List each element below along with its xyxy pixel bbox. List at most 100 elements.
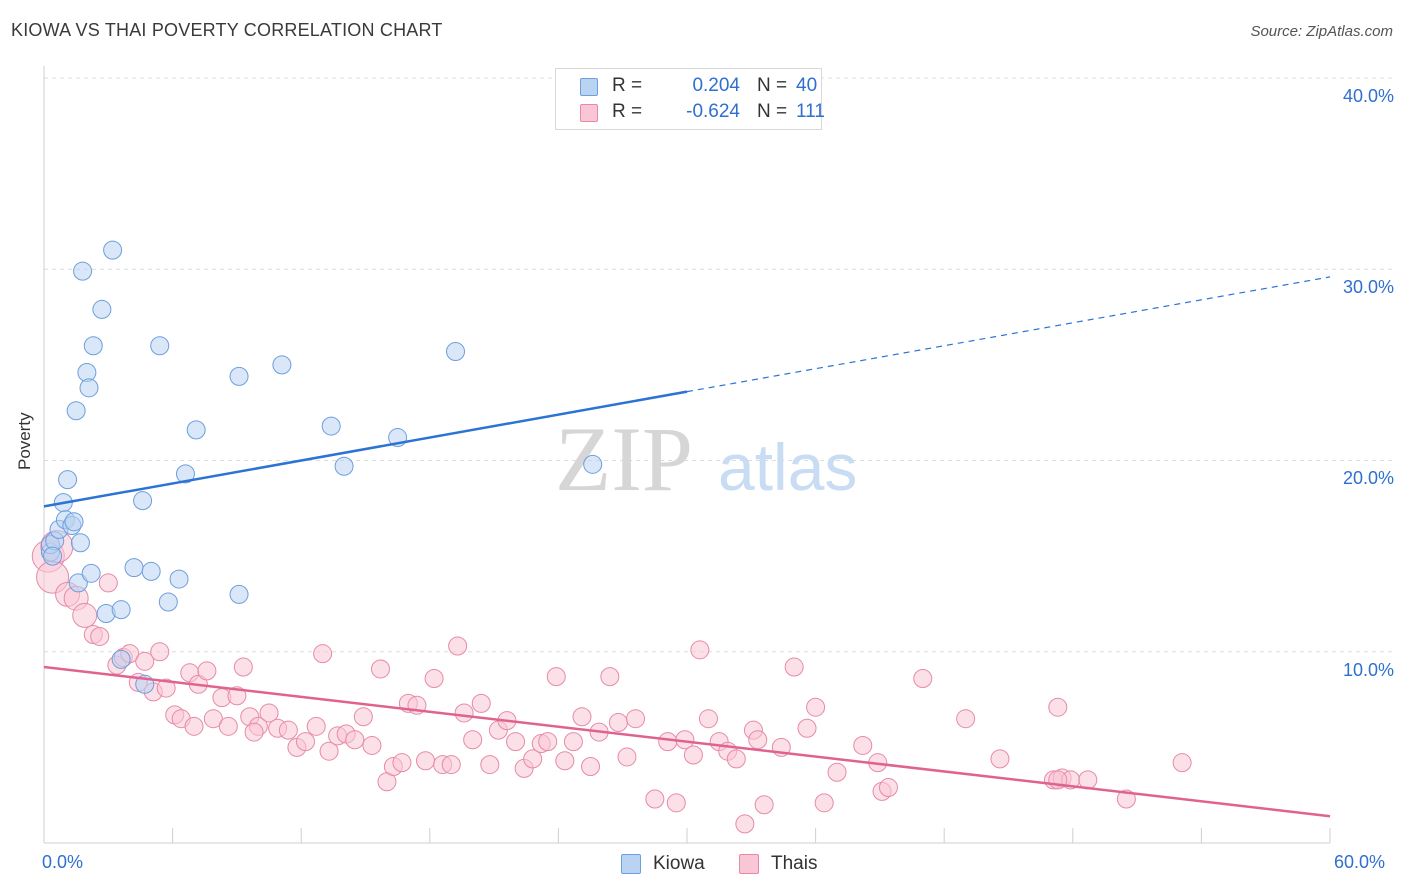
kiowa-point [79,378,99,398]
kiowa-point [43,546,63,566]
kiowa-point [66,401,86,421]
thais-point [563,732,583,752]
axes [43,66,1331,844]
kiowa-point [150,336,170,356]
thais-points [31,530,1192,834]
trend-lines [43,276,1331,818]
thais-point [555,751,575,771]
thais-point [259,703,279,723]
watermark-atlas: atlas [718,430,857,504]
thais-point [448,636,468,656]
thais-point [218,716,238,736]
kiowa-point [321,416,341,436]
thais-point [784,657,804,677]
kiowa-point [124,558,144,578]
kiowa-point [583,454,603,474]
source-credit: Source: ZipAtlas.com [1250,23,1393,40]
kiowa-point [229,584,249,604]
thais-point [233,657,253,677]
thais-point [353,707,373,727]
r-value: -0.624 [686,101,740,122]
thais-point [683,745,703,765]
kiowa-point [158,592,178,612]
thais-point [814,793,834,813]
thais-point [244,722,264,742]
thais-point [184,716,204,736]
r-label: R = [612,75,643,96]
thais-point [197,661,217,681]
thais-point [345,730,365,750]
y-tick-20: 20.0% [1342,468,1394,488]
correlation-legend: R = 0.204 N = 40 R = -0.624 N = 111 [555,68,825,130]
kiowa-trend-extension [686,276,1331,393]
thais-point [754,795,774,815]
x-tick-min: 0.0% [42,852,84,872]
kiowa-point [175,464,195,484]
thais-point [371,659,391,679]
thais-point [1048,697,1068,717]
n-value: 40 [796,75,818,96]
kiowa-point [103,240,123,260]
thais-swatch [580,104,598,122]
thais-point [295,732,315,752]
thais-point [90,626,110,646]
thais-point [135,651,155,671]
y-axis-label: Poverty [15,412,34,470]
x-tick-max: 60.0% [1334,852,1386,872]
kiowa-point [111,600,131,620]
thais-point [913,669,933,689]
thais-point [480,755,500,775]
thais-point [313,644,333,664]
kiowa-point [186,420,206,440]
kiowa-trend-line [43,390,688,508]
y-tick-10: 10.0% [1342,660,1394,680]
thais-point [797,718,817,738]
thais-point [441,755,461,775]
watermark-zip: ZIP [555,408,693,510]
thais-point [392,753,412,773]
thais-point [726,749,746,769]
thais-point [538,732,558,752]
thais-point [690,640,710,660]
grid-lines [44,77,1395,653]
kiowa-point [58,470,78,490]
thais-point [546,667,566,687]
kiowa-point [70,533,90,553]
thais-point [278,720,298,740]
kiowa-point [133,491,153,511]
r-value: 0.204 [692,75,740,96]
thais-point [416,751,436,771]
kiowa-legend-label: Kiowa [653,853,705,874]
thais-point [98,573,118,593]
kiowa-point [446,341,466,361]
thais-point [523,749,543,769]
thais-point [150,642,170,662]
thais-point [626,709,646,729]
thais-trend-line [43,665,1331,818]
thais-point [608,713,628,733]
kiowa-points [40,240,603,694]
kiowa-point [272,355,292,375]
thais-point [600,667,620,687]
thais-point [471,693,491,713]
thais-point [666,793,686,813]
thais-point [806,697,826,717]
thais-point [1172,753,1192,773]
thais-point [581,757,601,776]
kiowa-point [334,456,354,476]
kiowa-point [92,299,112,319]
thais-point [227,686,247,706]
kiowa-point [68,573,88,593]
thais-point [506,732,526,752]
y-tick-40: 40.0% [1342,86,1394,106]
thais-point [748,730,768,750]
r-label: R = [612,101,643,122]
kiowa-point [64,512,84,532]
thais-point [658,732,678,752]
thais-point [203,709,223,729]
thais-legend-label: Thais [771,853,818,874]
thais-point [878,778,898,798]
thais-point [424,669,444,689]
thais-point [617,747,637,767]
